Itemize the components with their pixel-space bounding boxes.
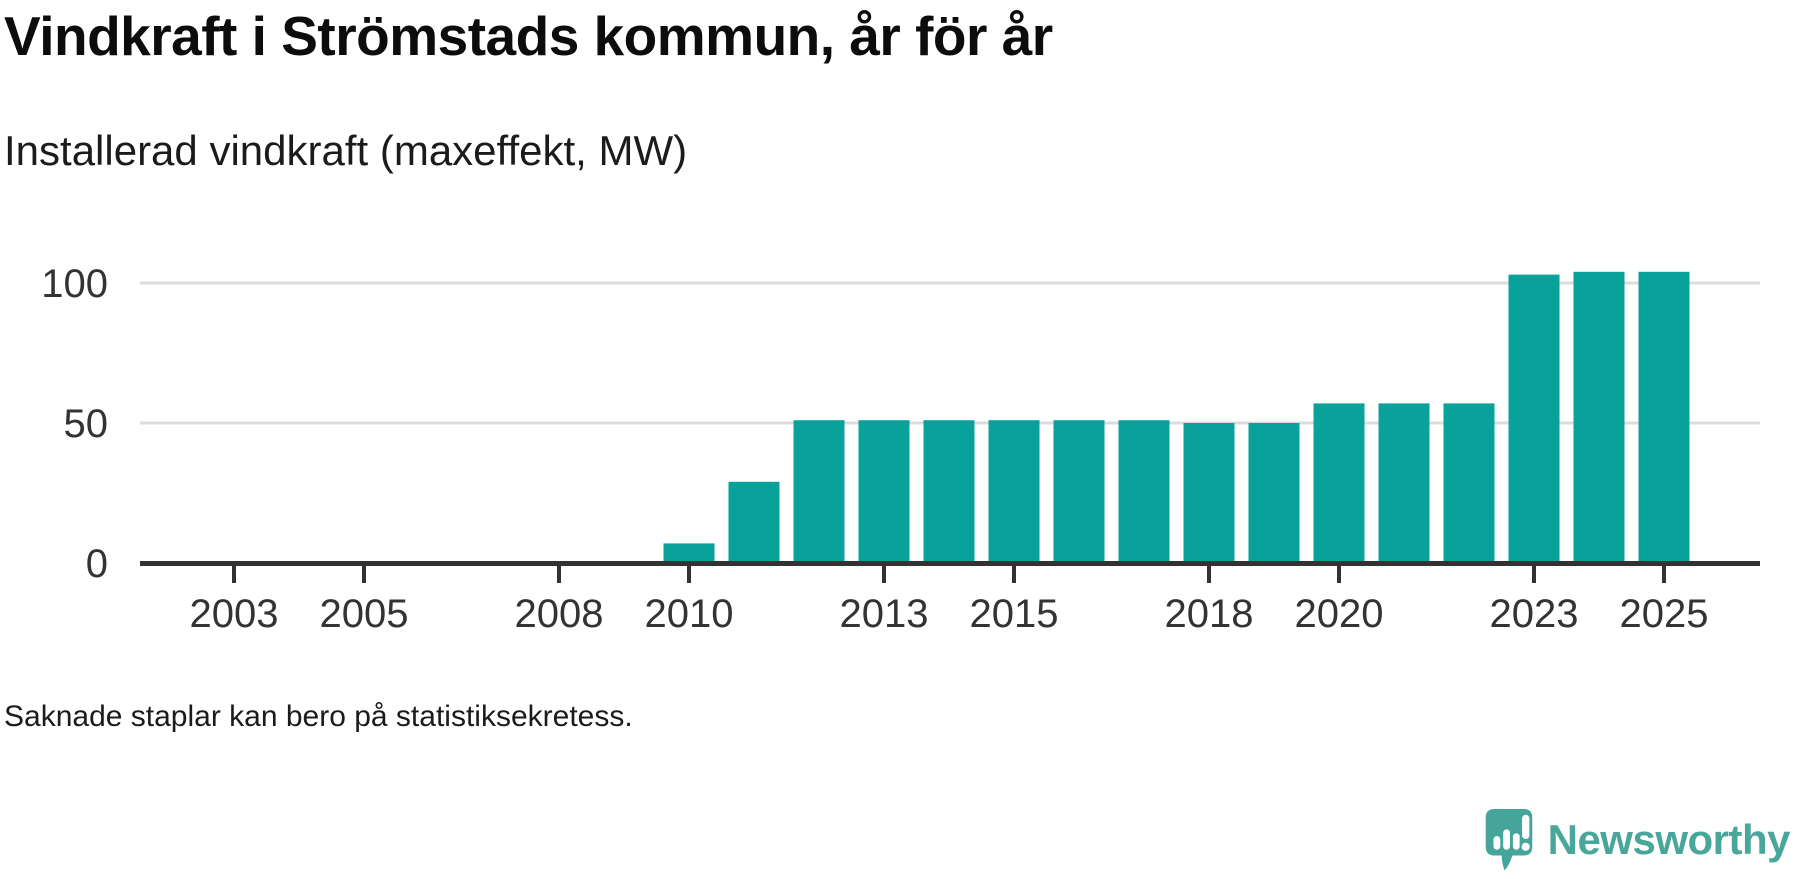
- x-tick-2005: [362, 566, 366, 583]
- bar-2014: [923, 420, 975, 565]
- x-tick-2023: [1532, 566, 1536, 583]
- bar-2020: [1313, 403, 1365, 565]
- bar-2010: [663, 543, 715, 565]
- logo-exclamation-dot: [1521, 842, 1530, 851]
- x-tick-label-2013: 2013: [840, 592, 929, 636]
- x-tick-2003: [232, 566, 236, 583]
- x-tick-2008: [557, 566, 561, 583]
- x-tick-2020: [1337, 566, 1341, 583]
- chart-title: Vindkraft i Strömstads kommun, år för år: [4, 5, 1053, 67]
- x-tick-label-2005: 2005: [320, 592, 409, 636]
- y-tick-label-0: 0: [86, 542, 108, 586]
- logo-bar-medium: [1502, 829, 1510, 850]
- newsworthy-logo-icon: [1485, 808, 1532, 871]
- bar-2017: [1118, 420, 1170, 565]
- x-tick-label-2010: 2010: [645, 592, 734, 636]
- x-tick-2015: [1012, 566, 1016, 583]
- y-tick-label-100: 100: [41, 262, 108, 306]
- bar-2022: [1443, 403, 1495, 565]
- bar-2013: [858, 420, 910, 565]
- x-tick-label-2015: 2015: [970, 592, 1059, 636]
- bar-2024: [1573, 271, 1625, 565]
- x-tick-2010: [687, 566, 691, 583]
- bar-2025: [1638, 271, 1690, 565]
- x-tick-label-2025: 2025: [1620, 592, 1709, 636]
- x-tick-label-2018: 2018: [1165, 592, 1254, 636]
- bar-2019: [1248, 423, 1300, 565]
- newsworthy-logo: Newsworthy: [1484, 808, 1791, 872]
- chart-subtitle: Installerad vindkraft (maxeffekt, MW): [4, 127, 688, 174]
- bar-2016: [1053, 420, 1105, 565]
- x-tick-2013: [882, 566, 886, 583]
- bar-2012: [793, 420, 845, 565]
- newsworthy-logo-text: Newsworthy: [1547, 816, 1791, 863]
- x-tick-2025: [1662, 566, 1666, 583]
- y-tick-label-50: 50: [64, 402, 109, 446]
- x-tick-2018: [1207, 566, 1211, 583]
- logo-bar-large: [1512, 833, 1520, 850]
- x-tick-label-2020: 2020: [1295, 592, 1384, 636]
- bar-2023: [1508, 274, 1560, 565]
- bar-2021: [1378, 403, 1430, 565]
- x-tick-label-2023: 2023: [1490, 592, 1579, 636]
- x-axis-line: [140, 561, 1760, 566]
- x-tick-label-2003: 2003: [190, 592, 279, 636]
- bar-2011: [728, 481, 780, 565]
- logo-exclamation-stem: [1521, 814, 1529, 840]
- x-tick-label-2008: 2008: [515, 592, 604, 636]
- bar-2018: [1183, 423, 1235, 565]
- bar-2015: [988, 420, 1040, 565]
- logo-bar-small: [1493, 836, 1500, 850]
- chart-footnote: Saknade staplar kan bero på statistiksek…: [4, 700, 633, 733]
